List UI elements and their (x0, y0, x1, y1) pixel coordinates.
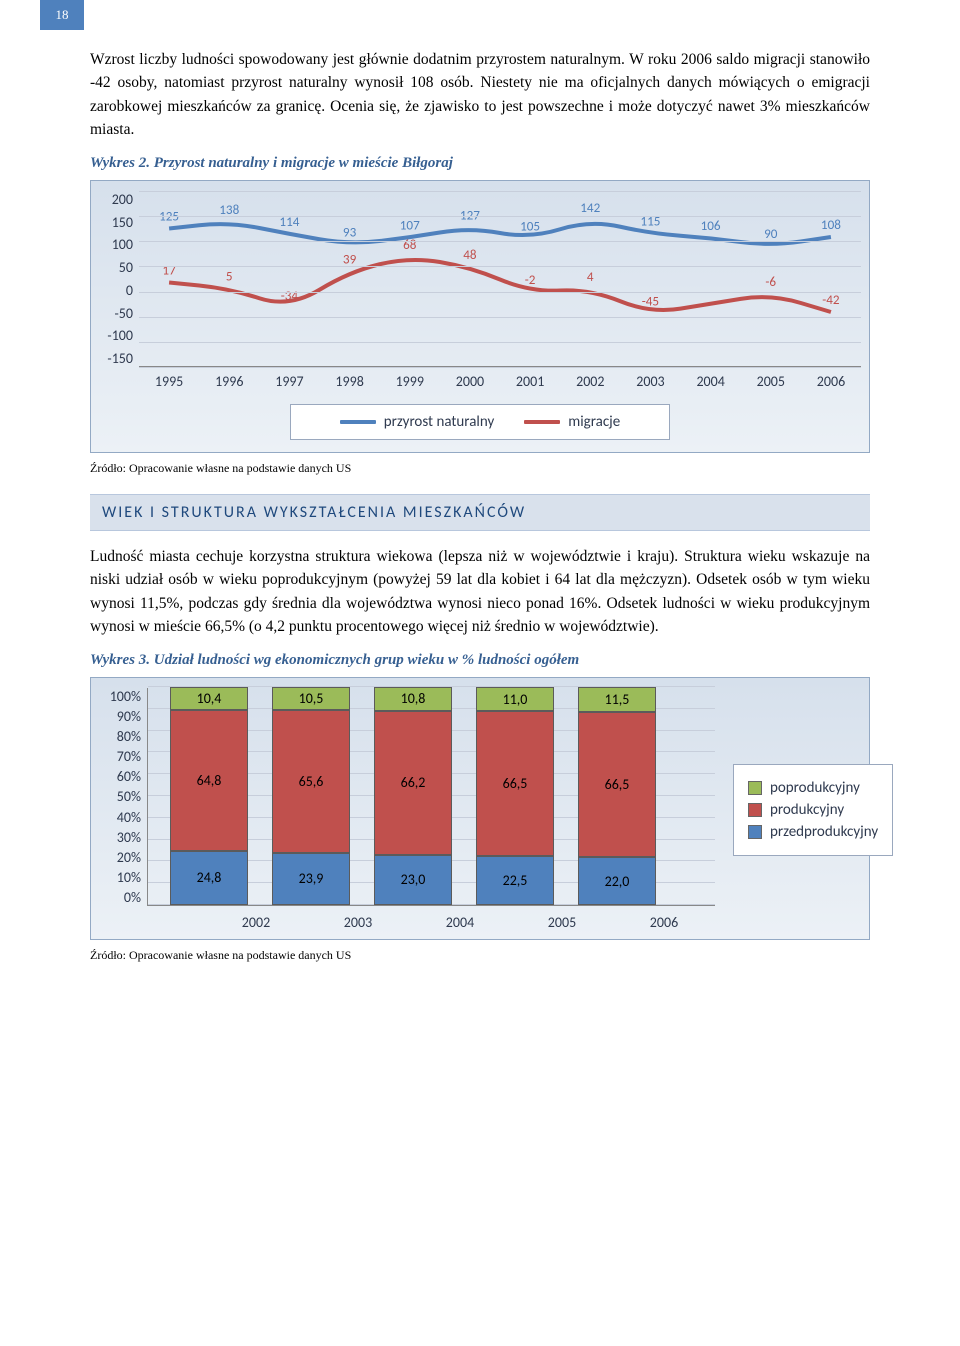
svg-text:48: 48 (463, 248, 477, 263)
svg-text:93: 93 (343, 226, 357, 241)
svg-text:-2: -2 (525, 273, 536, 288)
svg-text:106: 106 (701, 219, 721, 234)
svg-text:108: 108 (821, 218, 841, 233)
legend-item-przyrost: przyrost naturalny (340, 413, 494, 431)
svg-text:105: 105 (520, 220, 540, 235)
bar-2004: 23,066,210,8 (374, 687, 452, 905)
svg-text:-42: -42 (822, 293, 840, 308)
section-heading-wiek: WIEK I STRUKTURA WYKSZTAŁCENIA MIESZKAŃC… (90, 494, 870, 531)
paragraph-1: Wzrost liczby ludności spowodowany jest … (90, 48, 870, 141)
chart2-legend: poprodukcyjnyprodukcyjnyprzedprodukcyjny (733, 764, 893, 856)
chart1-plot-area: 1251381149310712710514211510690108175-34… (139, 191, 861, 367)
chart2-y-axis: 0%10%20%30%40%50%60%70%80%90%100% (99, 688, 147, 906)
svg-text:114: 114 (279, 215, 299, 230)
chart1-x-axis: 1995199619971998199920002001200220032004… (139, 367, 861, 390)
page-number-badge: 18 (40, 0, 84, 30)
svg-text:107: 107 (400, 219, 420, 234)
bar-2006: 22,066,511,5 (578, 687, 656, 905)
chart1-source: Źródło: Opracowanie własne na podstawie … (90, 461, 870, 476)
chart2-plot-area: 24,864,810,4 23,965,610,5 23,066,210,8 22,5… (147, 688, 715, 906)
chart1-legend: przyrost naturalny migracje (290, 404, 670, 440)
svg-text:39: 39 (343, 253, 357, 268)
svg-text:-6: -6 (765, 275, 776, 290)
svg-text:90: 90 (764, 227, 778, 242)
paragraph-2: Ludność miasta cechuje korzystna struktu… (90, 545, 870, 638)
svg-text:-45: -45 (642, 295, 659, 310)
svg-text:142: 142 (580, 201, 600, 216)
chart2-x-axis: 20022003200420052006 (195, 906, 715, 931)
bar-2005: 22,566,511,0 (476, 687, 554, 905)
chart-struktura-wieku: 0%10%20%30%40%50%60%70%80%90%100% 24,864… (90, 677, 870, 940)
chart2-source: Źródło: Opracowanie własne na podstawie … (90, 948, 870, 963)
chart2-caption: Wykres 3. Udział ludności wg ekonomiczny… (90, 652, 870, 669)
svg-text:5: 5 (226, 270, 233, 285)
chart-przyrost-migracje: 200150100500-50-100-150 1251381149310712… (90, 180, 870, 453)
svg-text:4: 4 (587, 270, 594, 285)
chart1-y-axis: 200150100500-50-100-150 (99, 191, 139, 367)
bar-2002: 24,864,810,4 (170, 687, 248, 905)
legend-item-migracje: migracje (524, 413, 620, 431)
chart1-caption: Wykres 2. Przyrost naturalny i migracje … (90, 155, 870, 172)
bar-2003: 23,965,610,5 (272, 687, 350, 905)
